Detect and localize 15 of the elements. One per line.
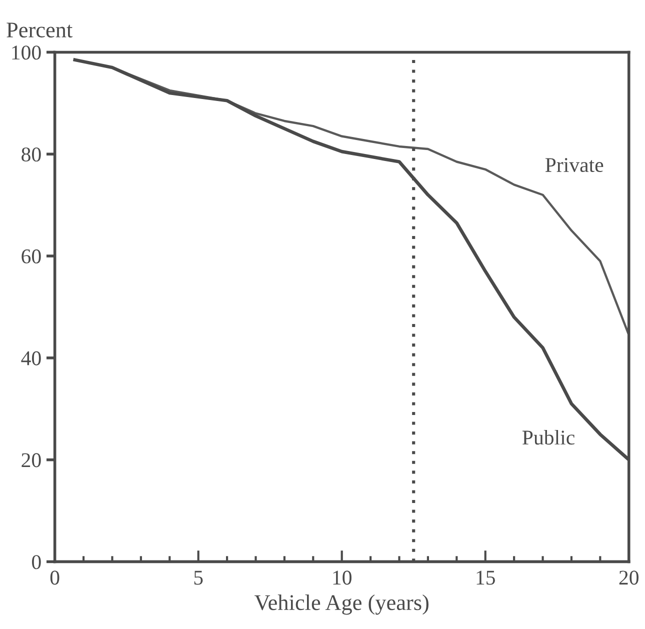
x-tick-label: 5 <box>194 570 203 585</box>
series-label: Public <box>522 430 574 445</box>
y-tick-label: 40 <box>21 351 41 366</box>
x-tick-label: 20 <box>619 570 638 585</box>
x-tick-label: 15 <box>476 570 495 585</box>
y-tick-label: 0 <box>32 555 41 570</box>
series-label: Private <box>545 158 604 172</box>
y-tick-label: 80 <box>22 147 41 162</box>
y-tick-label: 20 <box>22 453 41 468</box>
y-tick-label: 100 <box>12 46 41 60</box>
x-axis-title: Vehicle Age (years) <box>254 594 428 615</box>
y-tick-label: 60 <box>22 249 41 264</box>
y-axis-title: Percent <box>6 22 73 38</box>
x-tick-label: 0 <box>50 570 60 585</box>
x-tick-label: 10 <box>333 570 352 585</box>
